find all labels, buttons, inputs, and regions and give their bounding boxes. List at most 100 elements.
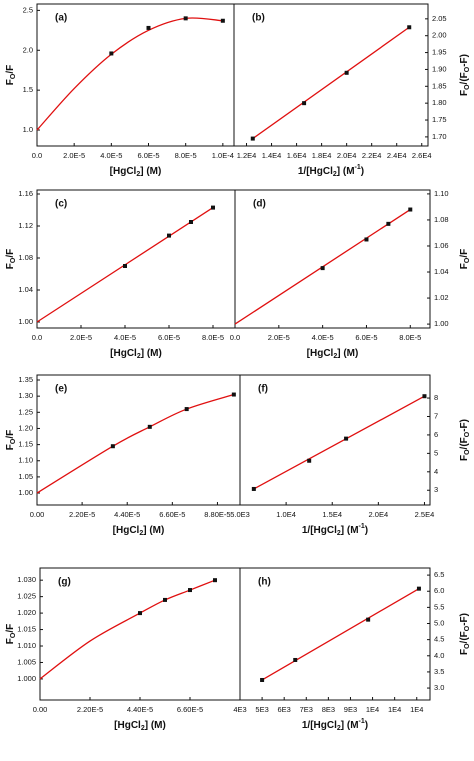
y-tick-label: 1.00	[18, 488, 33, 497]
y-tick-label: 1.10	[434, 189, 449, 198]
y-axis-label: FO/F	[5, 249, 18, 269]
panel-title: (b)	[252, 13, 265, 24]
data-point	[211, 205, 215, 210]
x-tick-label: 1E4	[366, 705, 379, 714]
data-point	[422, 394, 427, 399]
label-part: /(F	[459, 437, 470, 449]
x-tick-label: 8.0E-5	[202, 333, 224, 342]
plot-frame	[39, 567, 241, 701]
y-tick-label: 1.06	[434, 241, 449, 250]
label-script: 2	[139, 530, 143, 537]
label-script: 2	[136, 171, 140, 178]
x-tick-label: 1E4	[410, 705, 423, 714]
x-tick-label: 0.0	[32, 151, 42, 160]
data-point	[220, 18, 225, 23]
label-part: [HgCl	[307, 348, 334, 359]
y-tick-label: 1.30	[18, 391, 33, 400]
y-tick-label: 7	[434, 411, 438, 420]
x-tick-label: 1.0E4	[276, 510, 296, 519]
x-tick-label: 5.0E3	[230, 510, 250, 519]
y-tick-label: 1.35	[18, 375, 33, 384]
x-axis-label: 1/[HgCl2] (M-1)	[302, 523, 368, 537]
x-tick-label: 4.0E-5	[114, 333, 136, 342]
y-tick-label: 2.0	[23, 45, 33, 54]
y-tick-label: 1.015	[17, 625, 36, 634]
data-point	[320, 266, 325, 271]
label-script: -1	[359, 523, 365, 530]
label-part: )	[365, 525, 368, 536]
x-tick-label: 0.00	[33, 705, 48, 714]
fit-line	[252, 26, 410, 140]
y-tick-label: 1.00	[18, 317, 33, 326]
data-point	[231, 392, 236, 397]
y-tick-label: 1.005	[17, 657, 36, 666]
label-part: /F	[5, 624, 16, 633]
y-tick-label: 5.0	[434, 618, 444, 627]
label-part: [HgCl	[113, 525, 140, 536]
y-tick-label: 6.5	[434, 570, 444, 579]
y-tick-label: 8	[434, 393, 438, 402]
x-tick-label: 2.20E-5	[77, 705, 103, 714]
y-tick-label: 4	[434, 467, 438, 476]
y-tick-label: 3.5	[434, 667, 444, 676]
fit-line	[36, 17, 223, 131]
plot-frame	[239, 374, 431, 506]
y-tick-label: 1.70	[432, 132, 447, 141]
y-tick-label: 1.010	[17, 641, 36, 650]
y-tick-label: 4.5	[434, 635, 444, 644]
plot-frame	[239, 567, 431, 701]
x-tick-label: 1.2E4	[237, 151, 257, 160]
x-axis-label: 1/[HgCl2] (M-1)	[298, 164, 364, 178]
x-tick-label: 1.6E4	[287, 151, 307, 160]
label-script: O	[464, 84, 471, 90]
x-tick-label: 5E3	[255, 705, 268, 714]
fit-line	[39, 579, 216, 680]
x-tick-label: 6.0E-5	[355, 333, 377, 342]
label-part: [HgCl	[114, 720, 141, 731]
label-part: -F)	[459, 54, 470, 67]
x-tick-label: 2.0E4	[337, 151, 357, 160]
plot-frame	[36, 3, 235, 147]
label-part: )	[361, 166, 364, 177]
y-tick-label: 1.15	[18, 440, 33, 449]
y-tick-label: 2.5	[23, 5, 33, 14]
panel-title: (e)	[55, 384, 67, 395]
label-script: -1	[355, 164, 361, 171]
y-tick-label: 4.0	[434, 651, 444, 660]
x-tick-label: 7E3	[300, 705, 313, 714]
y-tick-label: 5.5	[434, 602, 444, 611]
x-tick-label: 2.6E4	[412, 151, 432, 160]
data-point	[163, 597, 167, 602]
x-axis-label: 1/[HgCl2] (M-1)	[302, 718, 368, 732]
data-point	[250, 136, 255, 141]
x-axis-label: [HgCl2] (M)	[307, 348, 359, 361]
label-script: O	[464, 257, 471, 263]
label-script: 2	[137, 353, 141, 360]
label-part: F	[459, 263, 470, 269]
data-point	[366, 617, 371, 622]
label-part: F	[5, 444, 16, 450]
label-script: O	[10, 73, 17, 79]
data-point	[109, 51, 114, 56]
y-axis-label: FO/F	[5, 624, 18, 644]
y-tick-label: 1.04	[18, 285, 33, 294]
label-part: /(F	[459, 72, 470, 84]
data-point	[260, 677, 265, 682]
x-tick-label: 4.40E-5	[127, 705, 153, 714]
label-part: /(F	[459, 631, 470, 643]
x-tick-label: 4.40E-5	[114, 510, 140, 519]
label-part: ] (M)	[143, 525, 164, 536]
label-part: [HgCl	[110, 166, 137, 177]
x-axis-label: [HgCl2] (M)	[110, 166, 162, 179]
data-point	[407, 25, 412, 30]
data-point	[167, 233, 171, 238]
y-tick-label: 1.00	[434, 319, 449, 328]
data-point	[146, 25, 151, 30]
x-tick-label: 4E3	[233, 705, 246, 714]
y-tick-label: 1.08	[18, 253, 33, 262]
label-part: F	[5, 263, 16, 269]
label-part: 1/[HgCl	[302, 525, 337, 536]
y-axis-label: FO/F	[5, 65, 18, 85]
y-tick-label: 1.04	[434, 267, 449, 276]
